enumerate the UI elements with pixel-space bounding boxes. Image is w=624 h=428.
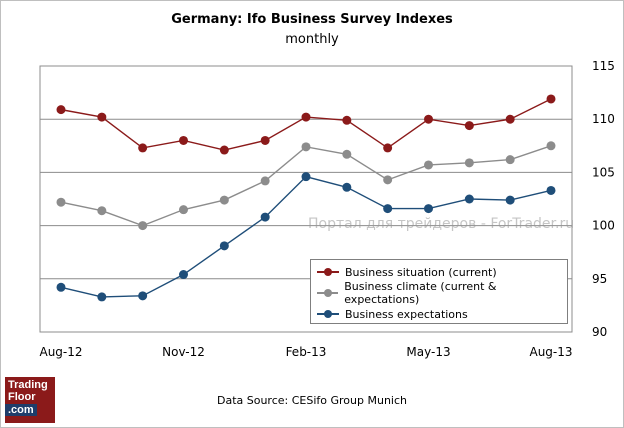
series-1-point — [464, 158, 474, 168]
series-1-point — [546, 141, 556, 151]
series-0-point — [97, 112, 107, 122]
series-1-point — [97, 206, 107, 216]
legend-label-climate: Business climate (current & expectations… — [344, 280, 497, 306]
y-tick-label: 95 — [592, 272, 607, 286]
series-0-point — [301, 112, 311, 122]
series-2-point — [301, 172, 311, 182]
series-0-point — [56, 105, 66, 115]
y-tick-label: 110 — [592, 112, 615, 126]
legend-item-expectations: Business expectations — [317, 307, 468, 321]
series-2-point — [464, 194, 474, 204]
chart-legend: Business situation (current) Business cl… — [310, 259, 568, 324]
series-1-point — [260, 176, 270, 186]
series-1-point — [138, 221, 148, 231]
series-1-point — [505, 155, 515, 165]
series-1-point — [179, 205, 188, 215]
x-tick-label: Aug-12 — [39, 345, 82, 359]
series-2-point — [342, 182, 352, 192]
series-0-point — [138, 143, 148, 153]
series-2-point — [56, 282, 66, 292]
legend-item-situation: Business situation (current) — [317, 265, 497, 279]
tradingfloor-logo: Trading Floor .com — [5, 377, 55, 423]
series-0-point — [260, 135, 270, 145]
chart-title: Germany: Ifo Business Survey Indexes — [171, 12, 453, 27]
series-0-point — [383, 143, 393, 153]
legend-label-situation: Business situation (current) — [345, 265, 497, 279]
series-2-point — [138, 291, 148, 301]
x-tick-label: Nov-12 — [162, 345, 205, 359]
x-tick-label: Feb-13 — [286, 345, 327, 359]
series-2-point — [97, 292, 107, 302]
series-2-point — [219, 241, 229, 251]
y-tick-label: 115 — [592, 59, 615, 73]
series-2-point — [383, 204, 393, 214]
legend-label-expectations: Business expectations — [345, 307, 468, 321]
series-0-point — [464, 121, 474, 131]
series-1-point — [424, 160, 433, 170]
series-1-point — [383, 175, 393, 185]
series-0-point — [424, 114, 433, 124]
x-tick-label: May-13 — [406, 345, 450, 359]
chart-subtitle: monthly — [285, 32, 339, 47]
logo-line-2: Floor — [8, 391, 36, 403]
series-1-point — [56, 197, 66, 207]
series-0-point — [546, 94, 556, 104]
series-2-point — [179, 270, 188, 280]
series-1-point — [342, 149, 352, 159]
series-0-point — [505, 114, 515, 124]
y-tick-label: 90 — [592, 325, 607, 339]
series-2-point — [505, 195, 515, 205]
series-2-point — [546, 185, 556, 195]
series-0-point — [342, 115, 352, 125]
series-0-point — [179, 135, 188, 145]
logo-line-3: .com — [5, 404, 37, 416]
watermark-text: Портал для трейдеров - ForTrader.ru — [308, 216, 575, 232]
series-line-1 — [60, 145, 552, 227]
logo-line-1: Trading — [8, 379, 48, 391]
plot-area — [39, 65, 573, 333]
series-0-point — [219, 145, 229, 155]
series-1-point — [219, 195, 229, 205]
x-tick-label: Aug-13 — [529, 345, 572, 359]
series-2-point — [424, 204, 433, 214]
data-source-note: Data Source: CESifo Group Munich — [216, 394, 407, 407]
y-tick-label: 105 — [592, 165, 615, 179]
legend-item-climate: Business climate (current & expectations… — [317, 280, 567, 306]
series-1-point — [301, 142, 311, 152]
y-tick-label: 100 — [592, 219, 615, 233]
series-2-point — [260, 212, 270, 222]
